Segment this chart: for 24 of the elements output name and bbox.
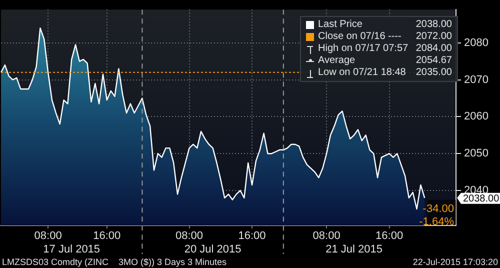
- annotation: 2038.00: [414, 19, 452, 31]
- text: 2038.00: [463, 194, 500, 205]
- x-tick-label: 16:00: [93, 230, 121, 242]
- x-tick-label: 16:00: [238, 230, 266, 242]
- y-tick-label: 2080: [464, 36, 488, 49]
- x-tick-label: 20 Jul 2015: [184, 243, 242, 256]
- annotation: Low on 07/21 18:48 2035.00: [318, 67, 452, 79]
- annotation: -1.64%: [419, 216, 454, 228]
- x-tick-label: 08:00: [34, 230, 62, 242]
- x-tick-label: 17 Jul 2015: [43, 243, 100, 256]
- x-tick-label: 08:00: [312, 230, 340, 242]
- x-tick-label: 08:00: [176, 230, 204, 242]
- text: Close on 07/16 ---- 2072.00: [318, 31, 452, 42]
- y-tick-label: 2070: [464, 74, 488, 86]
- x-tick-label: 16:00: [376, 230, 404, 242]
- y-tick-label: 2050: [464, 148, 488, 160]
- text: Average 2054.67: [318, 55, 452, 66]
- legend-label: Last Price: [318, 19, 362, 31]
- annotation: -34.00: [422, 202, 454, 215]
- y-tick-label: 2060: [464, 110, 488, 123]
- text: 22-Jul-2015 17:03:20: [412, 256, 498, 267]
- x-tick-label: 21 Jul 2015: [326, 243, 382, 256]
- text: LMZSDS03 Comdty (ZINC 3MO ($)) 3 Days 3 Minutes: [2, 256, 228, 267]
- annotation: High on 07/17 07:57 2084.00: [318, 43, 452, 55]
